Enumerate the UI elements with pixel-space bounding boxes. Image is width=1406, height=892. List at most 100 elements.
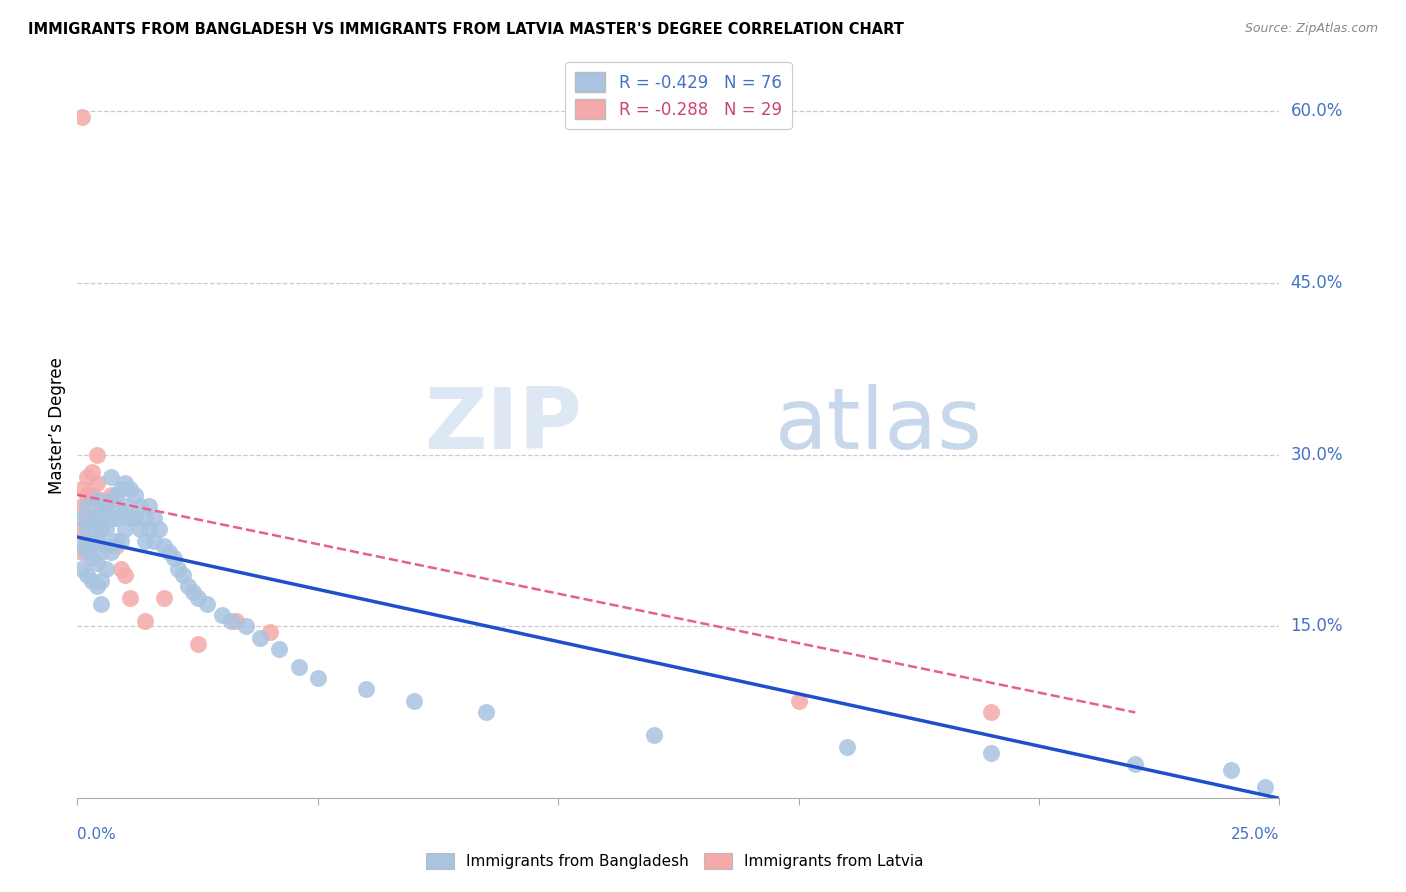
Point: [110, 482, 132, 496]
Point: [76, 499, 98, 513]
Point: [219, 614, 242, 628]
Point: [100, 493, 122, 508]
Point: [90, 522, 112, 536]
Point: [100, 545, 122, 559]
Point: [643, 728, 665, 742]
Point: [96, 522, 118, 536]
Point: [70, 545, 93, 559]
Point: [100, 470, 122, 484]
Point: [86, 579, 108, 593]
Point: [80, 516, 103, 531]
Point: [143, 510, 166, 524]
Point: [86, 533, 108, 548]
Point: [110, 533, 132, 548]
Text: IMMIGRANTS FROM BANGLADESH VS IMMIGRANTS FROM LATVIA MASTER'S DEGREE CORRELATION: IMMIGRANTS FROM BANGLADESH VS IMMIGRANTS…: [28, 22, 904, 37]
Point: [114, 522, 136, 536]
Point: [80, 533, 103, 548]
Point: [249, 631, 271, 645]
Point: [86, 510, 108, 524]
Point: [70, 482, 93, 496]
Point: [235, 619, 257, 633]
Point: [86, 476, 108, 491]
Point: [70, 562, 93, 576]
Point: [76, 568, 98, 582]
Point: [100, 510, 122, 524]
Text: 60.0%: 60.0%: [1291, 102, 1343, 120]
Point: [181, 585, 204, 599]
Point: [90, 545, 112, 559]
Point: [211, 607, 233, 622]
Point: [80, 510, 103, 524]
Point: [76, 470, 98, 484]
Legend: Immigrants from Bangladesh, Immigrants from Latvia: Immigrants from Bangladesh, Immigrants f…: [420, 847, 929, 875]
Point: [980, 746, 1002, 760]
Point: [138, 522, 160, 536]
Point: [104, 510, 127, 524]
Point: [1220, 763, 1243, 777]
Point: [120, 510, 142, 524]
Point: [307, 671, 329, 685]
Point: [153, 539, 176, 553]
Point: [402, 694, 425, 708]
Point: [100, 488, 122, 502]
Point: [134, 533, 156, 548]
Point: [76, 488, 98, 502]
Point: [124, 510, 146, 524]
Point: [114, 476, 136, 491]
Point: [134, 614, 156, 628]
Point: [195, 597, 218, 611]
Point: [114, 499, 136, 513]
Point: [120, 591, 142, 605]
Point: [148, 522, 170, 536]
Point: [177, 579, 200, 593]
Point: [225, 614, 247, 628]
Point: [259, 625, 281, 640]
Point: [80, 465, 103, 479]
Point: [980, 706, 1002, 720]
Point: [80, 550, 103, 565]
Point: [104, 533, 127, 548]
Point: [153, 591, 176, 605]
Point: [835, 739, 858, 754]
Point: [138, 499, 160, 513]
Point: [70, 110, 93, 124]
Point: [110, 562, 132, 576]
Point: [475, 706, 498, 720]
Text: 45.0%: 45.0%: [1291, 274, 1343, 292]
Point: [186, 637, 209, 651]
Point: [80, 574, 103, 588]
Point: [96, 505, 118, 519]
Point: [90, 597, 112, 611]
Point: [124, 488, 146, 502]
Text: 25.0%: 25.0%: [1232, 827, 1279, 841]
Point: [143, 533, 166, 548]
Point: [90, 499, 112, 513]
Point: [287, 659, 309, 673]
Point: [86, 448, 108, 462]
Point: [104, 539, 127, 553]
Point: [80, 488, 103, 502]
Point: [96, 499, 118, 513]
Point: [128, 522, 150, 536]
Text: 0.0%: 0.0%: [77, 827, 117, 841]
Point: [70, 539, 93, 553]
Point: [70, 522, 93, 536]
Point: [110, 505, 132, 519]
Point: [354, 682, 377, 697]
Point: [76, 533, 98, 548]
Point: [162, 550, 184, 565]
Point: [70, 499, 93, 513]
Point: [157, 545, 180, 559]
Text: Source: ZipAtlas.com: Source: ZipAtlas.com: [1244, 22, 1378, 36]
Text: ZIP: ZIP: [425, 384, 582, 467]
Point: [90, 522, 112, 536]
Text: atlas: atlas: [775, 384, 983, 467]
Point: [167, 562, 190, 576]
Point: [76, 510, 98, 524]
Point: [96, 562, 118, 576]
Point: [86, 493, 108, 508]
Legend: R = -0.429   N = 76, R = -0.288   N = 29: R = -0.429 N = 76, R = -0.288 N = 29: [565, 62, 792, 129]
Point: [96, 539, 118, 553]
Point: [86, 557, 108, 571]
Point: [1123, 756, 1146, 771]
